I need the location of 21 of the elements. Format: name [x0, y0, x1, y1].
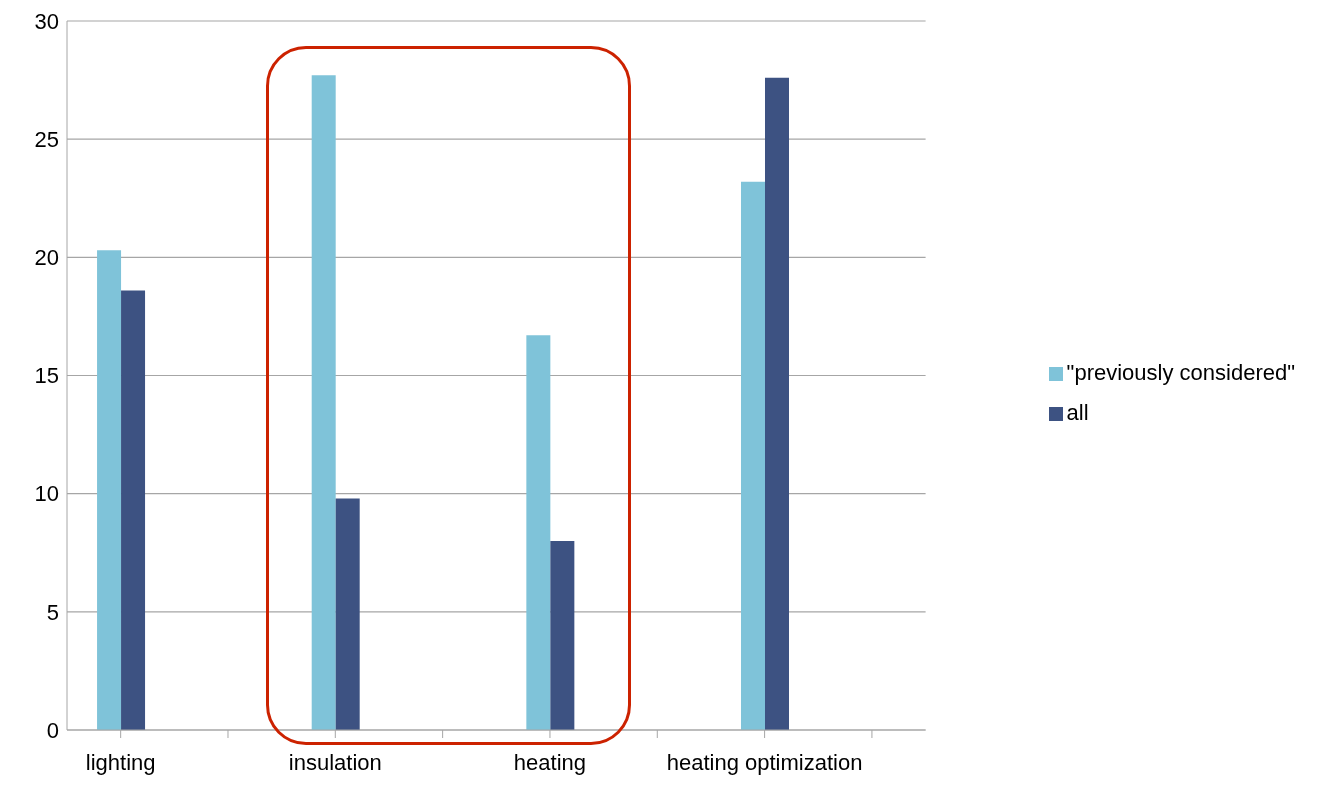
y-tick-label: 0 — [46, 717, 59, 743]
bar — [97, 250, 122, 730]
x-tick-label: insulation — [288, 749, 382, 775]
y-tick-label: 25 — [34, 126, 59, 152]
y-tick-label: 20 — [34, 245, 59, 271]
y-tick-label: 30 — [34, 8, 59, 34]
bar — [550, 540, 575, 730]
y-tick-label: 5 — [46, 599, 59, 625]
y-tick-label: 10 — [34, 481, 59, 507]
bar — [765, 77, 789, 730]
bar — [121, 290, 146, 730]
legend-label: all — [1066, 400, 1089, 425]
bar — [526, 335, 551, 730]
bar — [741, 181, 765, 730]
x-tick-label: heating optimization — [666, 749, 863, 775]
x-tick-label: lighting — [85, 749, 156, 775]
y-tick-label: 15 — [34, 363, 59, 389]
legend-label: "previously considered" — [1066, 360, 1295, 385]
bar — [311, 75, 336, 730]
x-tick-label: heating — [513, 749, 587, 775]
bar — [335, 498, 360, 730]
